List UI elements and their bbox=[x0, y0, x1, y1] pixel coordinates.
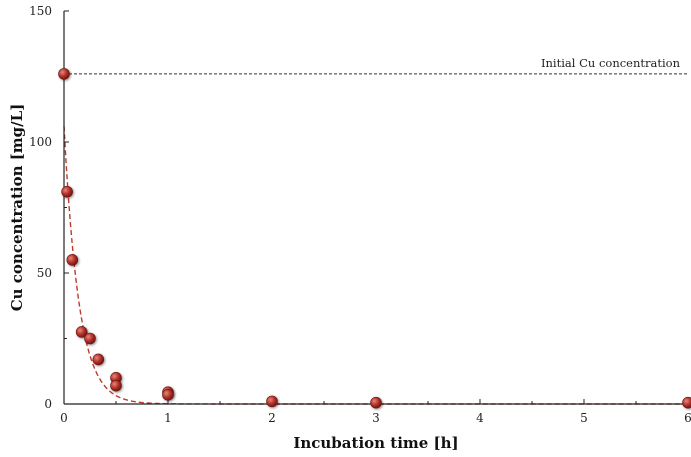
x-tick-label: 3 bbox=[372, 411, 380, 425]
data-point bbox=[370, 396, 382, 409]
reference-line-label: Initial Cu concentration bbox=[541, 56, 681, 70]
data-point bbox=[682, 396, 691, 409]
x-tick-label: 5 bbox=[580, 411, 588, 425]
x-tick-label: 4 bbox=[476, 411, 484, 425]
fit-curve bbox=[63, 126, 688, 405]
data-point bbox=[110, 379, 122, 392]
labels-layer: Incubation time [h] Cu concentration [mg… bbox=[8, 56, 681, 452]
x-tick-label: 0 bbox=[60, 411, 68, 425]
data-point bbox=[162, 389, 174, 401]
x-tick-label: 6 bbox=[684, 411, 691, 425]
fit-curve-layer bbox=[63, 126, 688, 405]
y-tick-label: 100 bbox=[29, 135, 52, 149]
data-point bbox=[61, 185, 73, 198]
x-tick-label: 2 bbox=[268, 411, 276, 425]
x-axis-title: Incubation time [h] bbox=[293, 434, 458, 452]
data-point bbox=[58, 68, 70, 80]
data-point bbox=[266, 395, 278, 408]
data-point bbox=[84, 332, 96, 345]
data-points-layer bbox=[58, 68, 691, 409]
data-point bbox=[92, 353, 105, 366]
x-tick-label: 1 bbox=[164, 411, 172, 425]
data-point bbox=[75, 326, 88, 338]
data-point bbox=[66, 254, 79, 266]
y-axis-title: Cu concentration [mg/L] bbox=[8, 104, 26, 312]
y-tick-label: 0 bbox=[44, 397, 52, 411]
y-tick-label: 50 bbox=[37, 266, 52, 280]
y-tick-label: 150 bbox=[29, 4, 52, 18]
